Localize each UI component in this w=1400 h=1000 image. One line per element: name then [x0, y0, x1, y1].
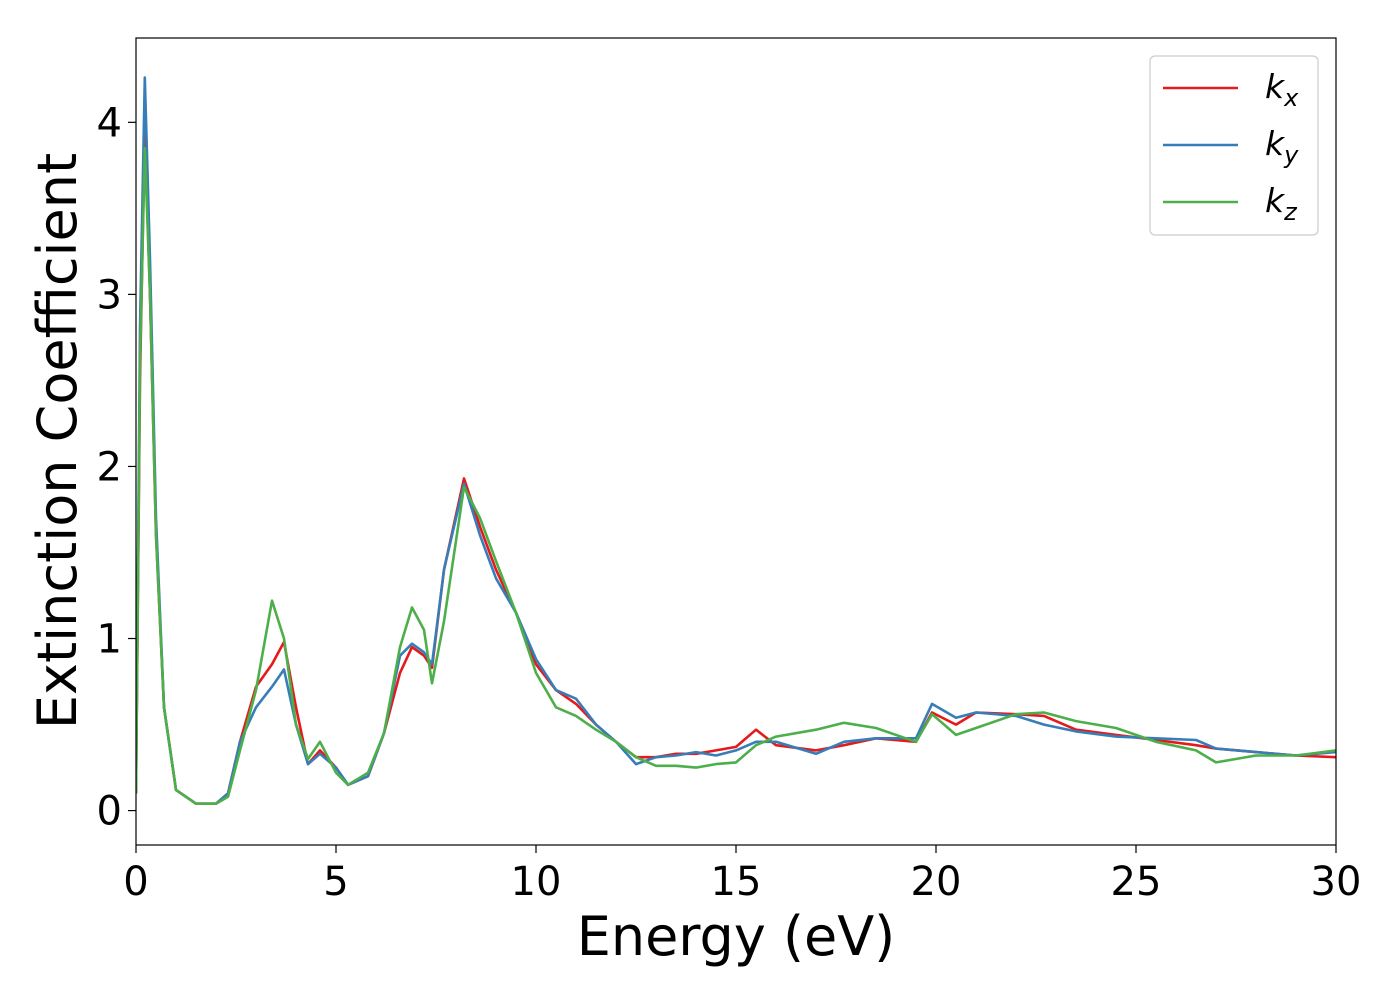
x-tick-label: 25	[1111, 859, 1162, 905]
y-tick-label: 4	[97, 100, 122, 146]
x-tick-label: 20	[911, 859, 962, 905]
x-tick-label: 30	[1311, 859, 1362, 905]
x-tick-label: 0	[123, 859, 148, 905]
legend-label: ky	[1265, 124, 1299, 169]
y-tick-label: 3	[97, 272, 122, 318]
y-tick-label: 2	[97, 444, 122, 490]
series-line	[136, 146, 1336, 805]
x-axis-label: Energy (eV)	[577, 905, 896, 968]
x-tick-label: 15	[711, 859, 762, 905]
legend-label: kx	[1265, 67, 1299, 112]
x-tick-label: 5	[323, 859, 348, 905]
legend-label: kz	[1265, 181, 1298, 226]
y-tick-label: 0	[97, 789, 122, 835]
plot-frame	[135, 37, 1337, 846]
y-tick-label: 1	[97, 617, 122, 663]
y-axis-label: Extinction Coefficient	[26, 153, 89, 729]
x-tick-label: 10	[511, 859, 562, 905]
series-line	[136, 76, 1336, 805]
